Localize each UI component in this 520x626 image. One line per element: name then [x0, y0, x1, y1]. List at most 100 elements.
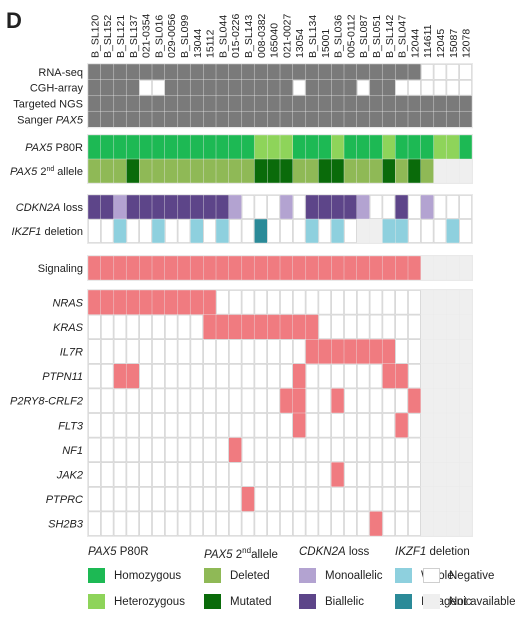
heatmap-cell [280, 511, 293, 536]
heatmap-cell [101, 462, 114, 487]
heatmap-cell [433, 111, 447, 128]
heatmap-cell [177, 290, 191, 315]
heatmap-cell [382, 314, 395, 340]
heatmap-cell [190, 219, 203, 243]
heatmap-cell [229, 64, 242, 80]
heatmap-cell [305, 290, 319, 315]
heatmap-cell [177, 462, 191, 487]
row-label: PTPN11 [42, 371, 83, 383]
heatmap-cell [356, 219, 370, 243]
sample-label: 029-0056 [166, 13, 178, 58]
heatmap-cell [229, 219, 242, 243]
heatmap-cell [241, 95, 255, 112]
heatmap-cell [101, 219, 114, 243]
heatmap-cell [280, 135, 293, 159]
heatmap-cell [101, 486, 114, 512]
heatmap-cell [241, 388, 255, 413]
heatmap-cell [267, 413, 280, 438]
heatmap-cell [190, 80, 203, 96]
heatmap-cell [203, 486, 216, 512]
heatmap-cell [229, 195, 242, 219]
heatmap-cell [356, 511, 370, 536]
legend-swatch-negative [423, 568, 440, 583]
heatmap-cell [420, 437, 434, 463]
legend-item-biallelic: Biallelic [299, 594, 364, 609]
legend-title-pax5-2nd: PAX5 2ndallele [204, 546, 278, 561]
heatmap-cell [165, 413, 178, 438]
heatmap-cell [344, 462, 357, 487]
heatmap-cell [369, 486, 383, 512]
heatmap-cell [395, 486, 408, 512]
heatmap-cell [344, 486, 357, 512]
heatmap-cell [126, 413, 140, 438]
heatmap-cell [216, 437, 229, 463]
heatmap-cell [292, 290, 306, 315]
sample-label: 15087 [448, 29, 460, 58]
heatmap-cell [152, 413, 165, 438]
heatmap-cell [113, 388, 127, 413]
heatmap-cell [267, 462, 280, 487]
heatmap-cell [433, 462, 447, 487]
heatmap-cell [203, 388, 216, 413]
heatmap-cell [216, 135, 229, 159]
heatmap-cell [88, 135, 101, 159]
heatmap-cell [395, 363, 408, 389]
heatmap-cell [408, 195, 421, 219]
heatmap-cell [292, 135, 306, 159]
heatmap-cell [420, 256, 434, 280]
heatmap-cell [420, 111, 434, 128]
heatmap-cell [459, 290, 472, 315]
heatmap-cell [382, 290, 395, 315]
heatmap-cell [420, 80, 434, 96]
heatmap-cell [433, 256, 447, 280]
heatmap-cell [356, 462, 370, 487]
heatmap-cell [382, 195, 395, 219]
heatmap-cell [267, 95, 280, 112]
heatmap-cell [459, 462, 472, 487]
sample-label: 12044 [409, 29, 421, 58]
heatmap-cell [459, 64, 472, 80]
heatmap-cell [190, 95, 203, 112]
heatmap-cell [369, 363, 383, 389]
heatmap-cell [395, 111, 408, 128]
legend-title-cdkn2a: CDKN2A loss [299, 546, 370, 558]
heatmap-cell [446, 511, 459, 536]
heatmap-cell [446, 437, 459, 463]
heatmap-cell [459, 363, 472, 389]
legend-swatch-biallelic [299, 594, 316, 609]
sample-label: 021-0354 [141, 13, 153, 58]
heatmap-cell [216, 339, 229, 364]
heatmap-cell [254, 314, 267, 340]
heatmap-cell [433, 437, 447, 463]
heatmap-cell [126, 135, 140, 159]
heatmap-cell [369, 256, 383, 280]
heatmap-cell [88, 363, 101, 389]
heatmap-cell [408, 363, 421, 389]
row-label: JAK2 [56, 470, 83, 482]
heatmap-cell [446, 486, 459, 512]
heatmap-cell [408, 95, 421, 112]
heatmap-cell [177, 159, 191, 183]
legend-item-negative: Negative [423, 568, 494, 583]
heatmap-cell [356, 80, 370, 96]
heatmap-cell [152, 462, 165, 487]
heatmap-cell [305, 486, 319, 512]
heatmap-cell [139, 363, 152, 389]
heatmap-cell [126, 195, 140, 219]
heatmap-cell [165, 388, 178, 413]
legend-title-pax5: PAX5 P80R [88, 546, 149, 558]
heatmap-cell [254, 64, 267, 80]
legend-swatch-whole [395, 568, 412, 583]
heatmap-cell [446, 363, 459, 389]
heatmap-cell [216, 314, 229, 340]
heatmap-cell [292, 219, 306, 243]
heatmap-cell [229, 511, 242, 536]
heatmap-cell [254, 437, 267, 463]
heatmap-cell [177, 64, 191, 80]
heatmap-cell [344, 290, 357, 315]
heatmap-cell [254, 486, 267, 512]
heatmap-cell [113, 135, 127, 159]
heatmap-cell [446, 256, 459, 280]
sample-label: 015-0226 [230, 13, 242, 58]
heatmap-cell [101, 388, 114, 413]
